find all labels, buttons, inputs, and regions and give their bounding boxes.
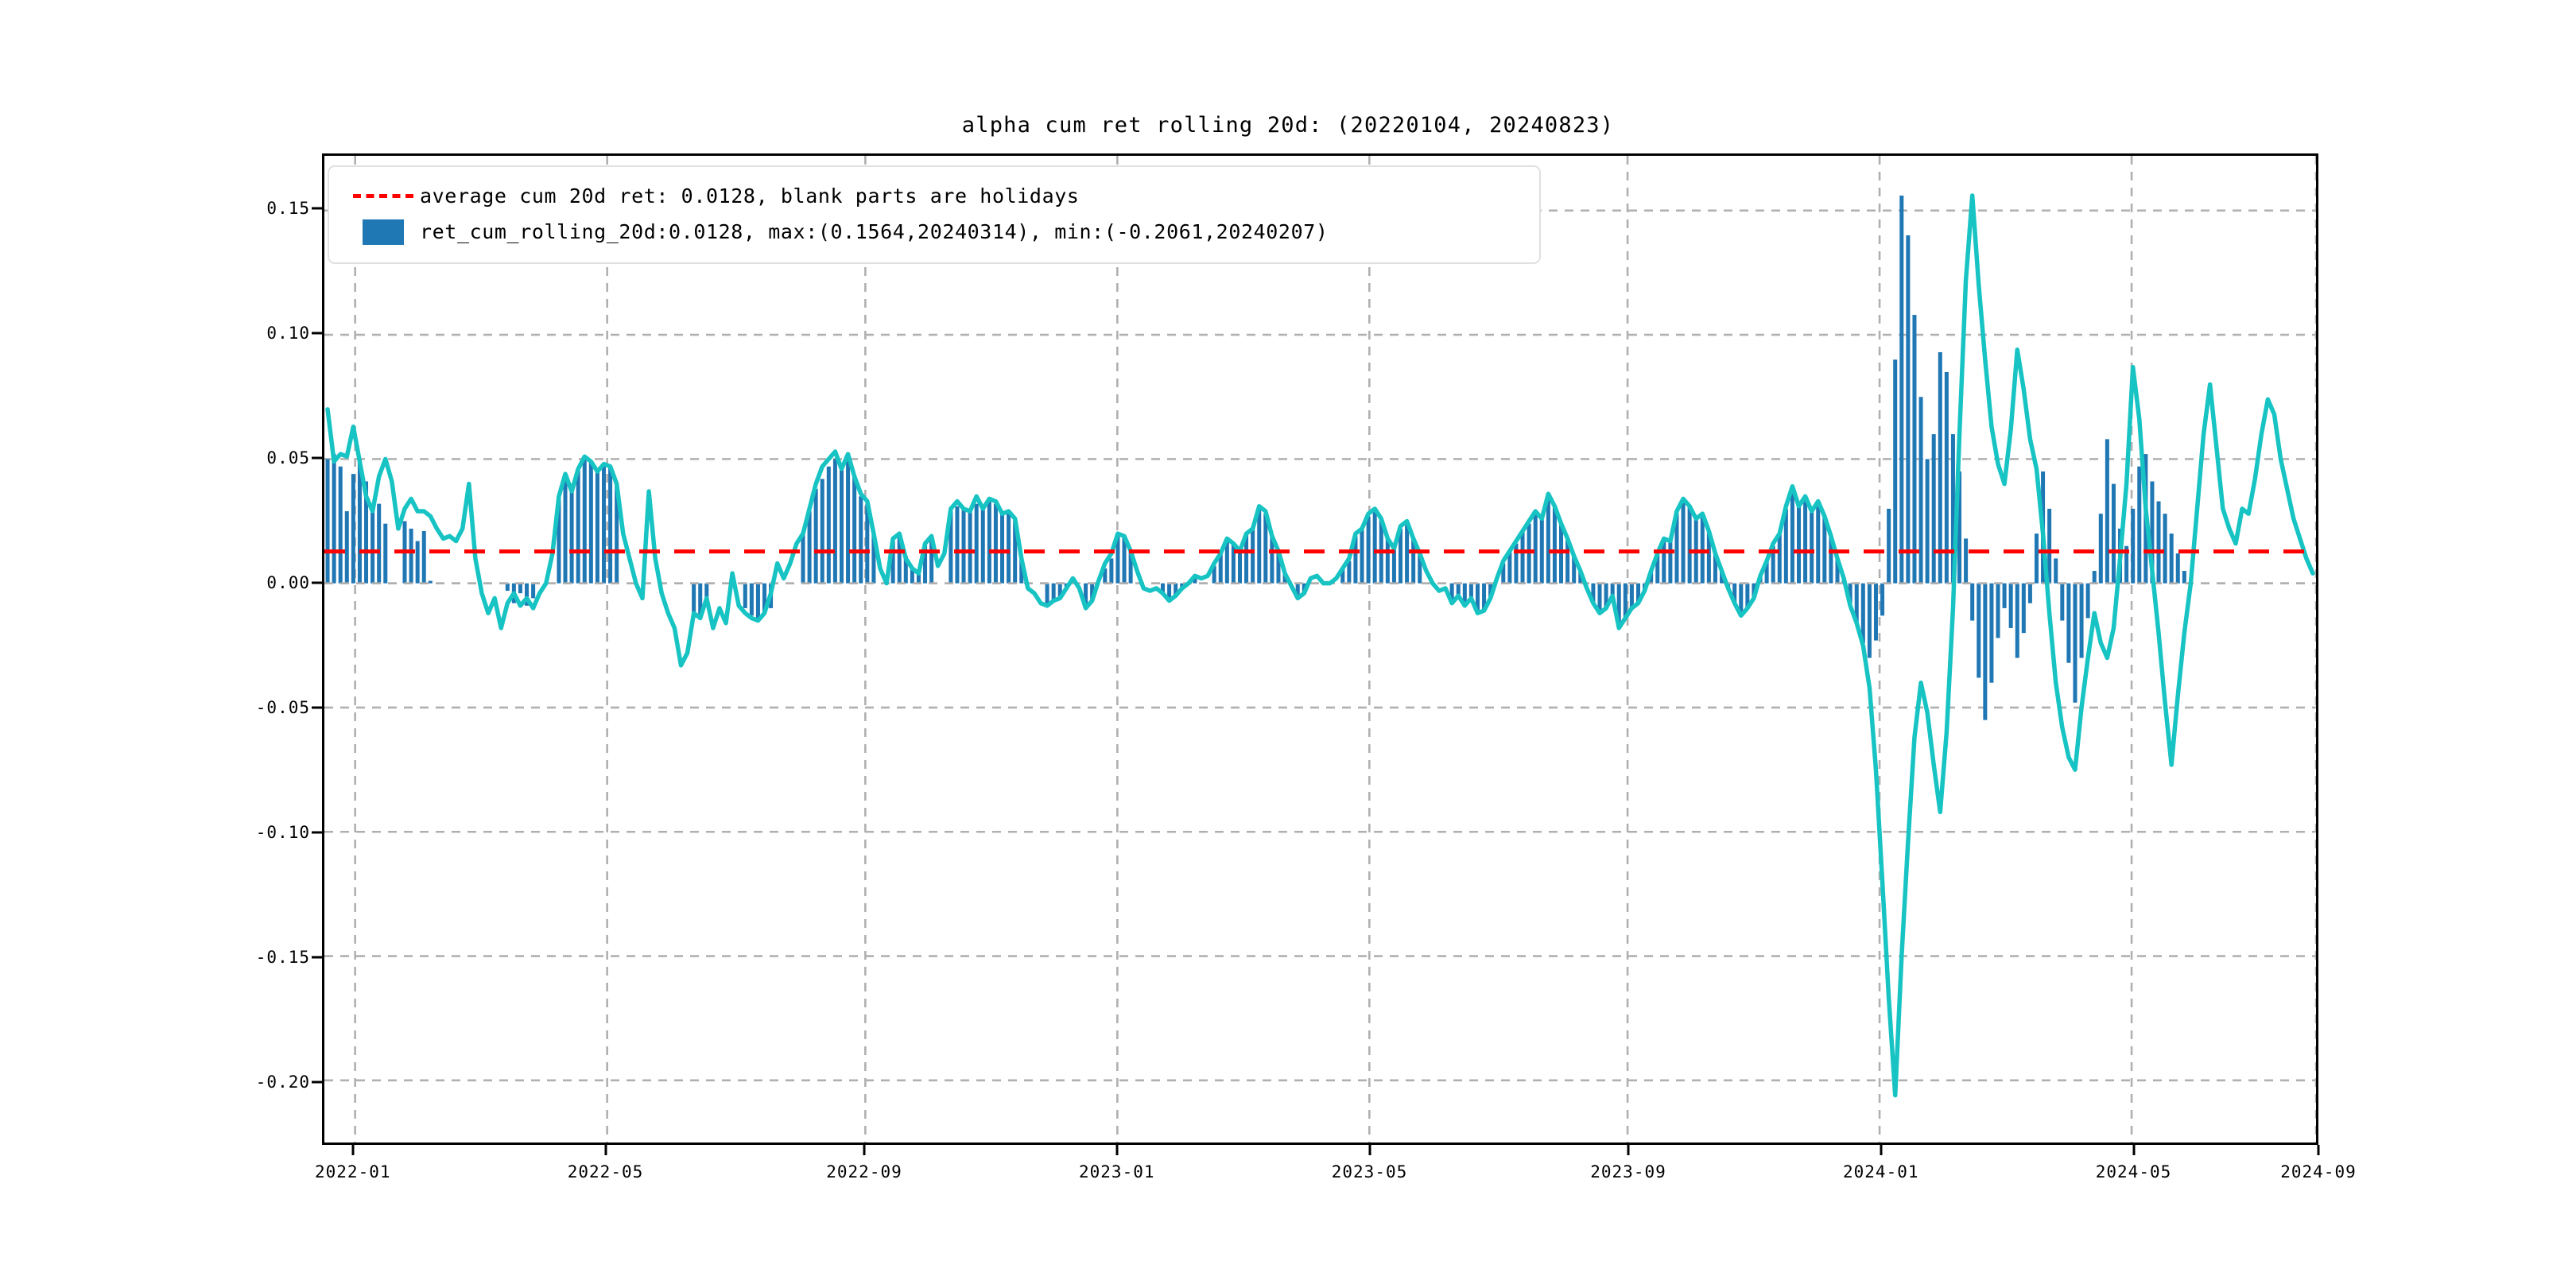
plot-canvas xyxy=(324,156,2316,1143)
y-tick-mark xyxy=(312,956,322,959)
bar-series xyxy=(325,196,2186,720)
x-tick-mark xyxy=(863,1145,866,1155)
y-tick-mark xyxy=(312,706,322,709)
y-tick-mark xyxy=(312,456,322,460)
y-axis: 0.15 0.10 0.05 0.00 -0.05 -0.10 -0.15 -0.20 xyxy=(203,153,322,1145)
y-tick-label: -0.20 xyxy=(255,1073,310,1092)
legend-label-series: ret_cum_rolling_20d:0.0128, max:(0.1564,… xyxy=(420,220,1329,243)
x-tick-label: 2023-05 xyxy=(1331,1162,1408,1181)
x-tick-label: 2022-01 xyxy=(314,1162,391,1181)
x-tick-mark xyxy=(1627,1145,1630,1155)
plot-area xyxy=(322,153,2318,1145)
chart-svg xyxy=(324,156,2316,1143)
chart-legend: average cum 20d ret: 0.0128, blank parts… xyxy=(328,165,1541,264)
y-tick-mark xyxy=(312,207,322,210)
x-tick-label: 2023-01 xyxy=(1078,1162,1155,1181)
x-tick-mark xyxy=(604,1145,607,1155)
legend-label-average: average cum 20d ret: 0.0128, blank parts… xyxy=(420,184,1080,208)
y-tick-label: 0.15 xyxy=(266,199,310,219)
x-tick-label: 2022-09 xyxy=(826,1162,902,1181)
x-tick-label: 2023-09 xyxy=(1590,1162,1666,1181)
y-tick-label: 0.10 xyxy=(266,324,310,343)
y-tick-mark xyxy=(312,332,322,335)
red-dashed-line-icon xyxy=(347,194,420,198)
y-tick-label: -0.10 xyxy=(255,823,310,843)
x-tick-label: 2024-09 xyxy=(2280,1162,2357,1181)
x-tick-mark xyxy=(1880,1145,1883,1155)
x-axis: 2022-01 2022-05 2022-09 2023-01 2023-05 2023-… xyxy=(315,1145,2356,1201)
legend-entry-series: ret_cum_rolling_20d:0.0128, max:(0.1564,… xyxy=(347,214,1522,250)
legend-entry-average: average cum 20d ret: 0.0128, blank parts… xyxy=(347,178,1522,214)
chart-title: alpha cum ret rolling 20d: (20220104, 20… xyxy=(961,113,1615,138)
y-tick-label: -0.15 xyxy=(255,948,310,968)
y-tick-mark xyxy=(312,1080,322,1084)
y-tick-mark xyxy=(312,831,322,834)
y-tick-label: 0.00 xyxy=(266,573,310,593)
x-tick-mark xyxy=(1368,1145,1371,1155)
y-tick-mark xyxy=(312,581,322,584)
line-series xyxy=(325,193,2315,1098)
blue-bar-patch-icon xyxy=(347,219,420,245)
x-tick-label: 2022-05 xyxy=(567,1162,644,1181)
x-tick-label: 2024-01 xyxy=(1842,1162,1919,1181)
vertical-gridlines xyxy=(354,156,2316,1143)
y-tick-label: 0.05 xyxy=(266,448,310,468)
x-tick-mark xyxy=(2317,1145,2320,1155)
y-tick-label: -0.05 xyxy=(255,698,310,718)
x-tick-mark xyxy=(2132,1145,2135,1155)
x-tick-mark xyxy=(351,1145,355,1155)
x-tick-label: 2024-05 xyxy=(2095,1162,2172,1181)
x-tick-mark xyxy=(1115,1145,1119,1155)
